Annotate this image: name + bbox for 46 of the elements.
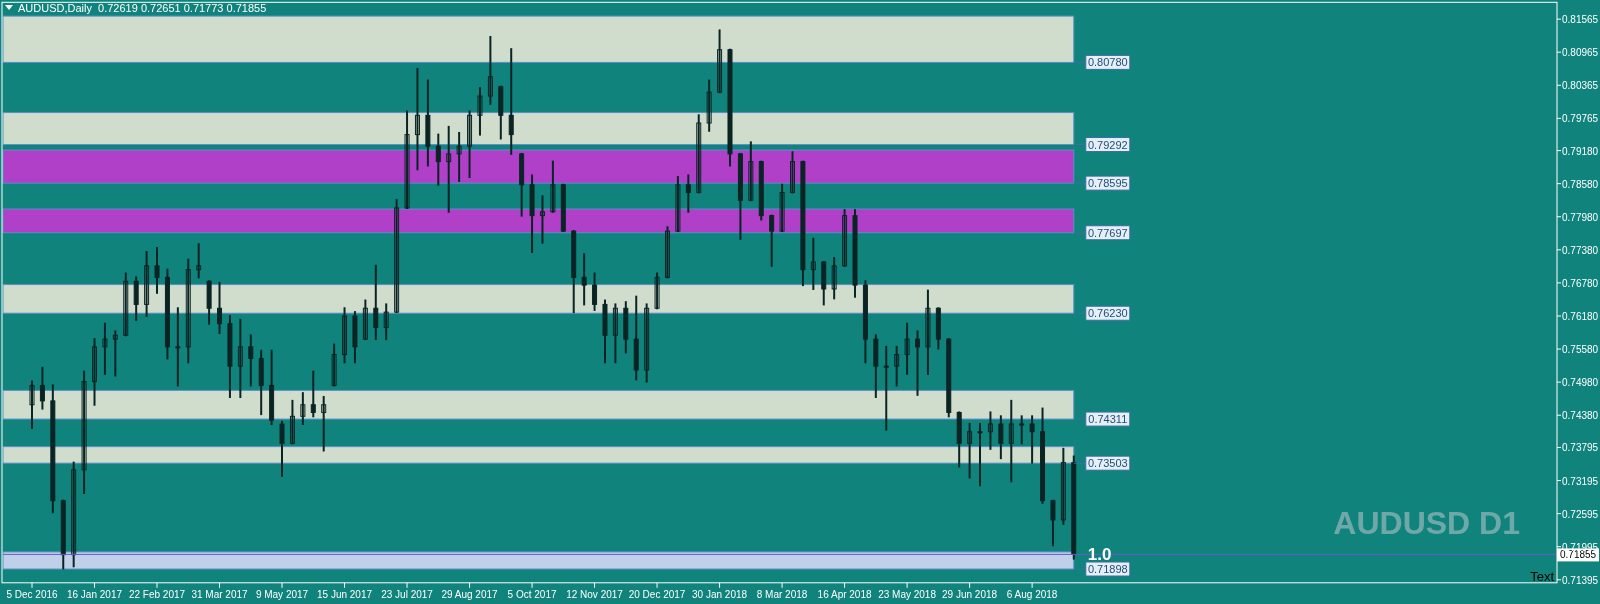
band-label: 0.79292 xyxy=(1087,138,1128,151)
x-tick-label: 29 Jun 2018 xyxy=(942,588,998,600)
x-tick-label: 22 Feb 2017 xyxy=(128,588,186,600)
x-tick-label: 30 Jan 2018 xyxy=(692,588,748,600)
y-tick-label: 0.77380 xyxy=(1562,244,1599,256)
band-label: 0.78595 xyxy=(1087,177,1128,190)
y-tick-label: 0.72595 xyxy=(1562,508,1599,520)
y-tick-label: 0.80965 xyxy=(1562,47,1599,59)
x-tick-label: 6 Aug 2018 xyxy=(1006,588,1058,600)
x-tick-label: 20 Dec 2017 xyxy=(628,588,686,600)
annotation: 1.0 xyxy=(1087,545,1112,564)
chart-title: AUDUSD,Daily 0.72619 0.72651 0.71773 0.71855 xyxy=(18,2,267,14)
band-label: 0.80780 xyxy=(1087,56,1128,69)
y-tick-label: 0.71395 xyxy=(1562,574,1599,586)
y-tick-label: 0.74980 xyxy=(1562,377,1599,389)
x-tick-label: 23 May 2018 xyxy=(878,588,937,600)
y-tick-label: 0.80365 xyxy=(1562,80,1599,92)
band-label: 0.71898 xyxy=(1087,563,1128,576)
x-tick-label: 29 Aug 2017 xyxy=(441,588,499,600)
x-tick-label: 16 Apr 2018 xyxy=(817,588,872,600)
y-tick-label: 0.78580 xyxy=(1562,178,1599,190)
band-label: 0.77697 xyxy=(1087,226,1128,239)
y-tick-label: 0.75580 xyxy=(1562,344,1599,356)
x-tick-label: 12 Nov 2017 xyxy=(566,588,624,600)
y-tick-label: 0.73795 xyxy=(1562,442,1599,454)
y-tick-label: 0.79180 xyxy=(1562,145,1599,157)
y-tick-label: 0.73195 xyxy=(1562,475,1599,487)
y-tick-label: 0.74380 xyxy=(1562,410,1599,422)
band-label: 0.73503 xyxy=(1087,457,1128,470)
y-tick-label: 0.77980 xyxy=(1562,211,1599,223)
band-label: 0.74311 xyxy=(1088,413,1128,426)
x-tick-label: 23 Jul 2017 xyxy=(381,588,434,600)
x-tick-label: 31 Mar 2017 xyxy=(191,588,249,600)
x-tick-label: 9 May 2017 xyxy=(255,588,309,600)
x-tick-label: 15 Jun 2017 xyxy=(317,588,373,600)
y-tick-label: 0.79765 xyxy=(1562,113,1599,125)
y-tick-label: 0.81565 xyxy=(1562,14,1599,26)
y-tick-label: 0.76180 xyxy=(1562,310,1599,322)
y-tick-label: 0.76780 xyxy=(1562,277,1599,289)
x-tick-label: 16 Jan 2017 xyxy=(66,588,123,600)
x-tick-label: 5 Dec 2016 xyxy=(6,588,59,600)
annotation: Text xyxy=(1530,569,1555,584)
x-tick-label: 8 Mar 2018 xyxy=(756,588,808,600)
x-tick-label: 5 Oct 2017 xyxy=(507,588,557,600)
band-label: 0.76230 xyxy=(1087,307,1128,320)
annotation: AUDUSD D1 xyxy=(1333,505,1520,541)
